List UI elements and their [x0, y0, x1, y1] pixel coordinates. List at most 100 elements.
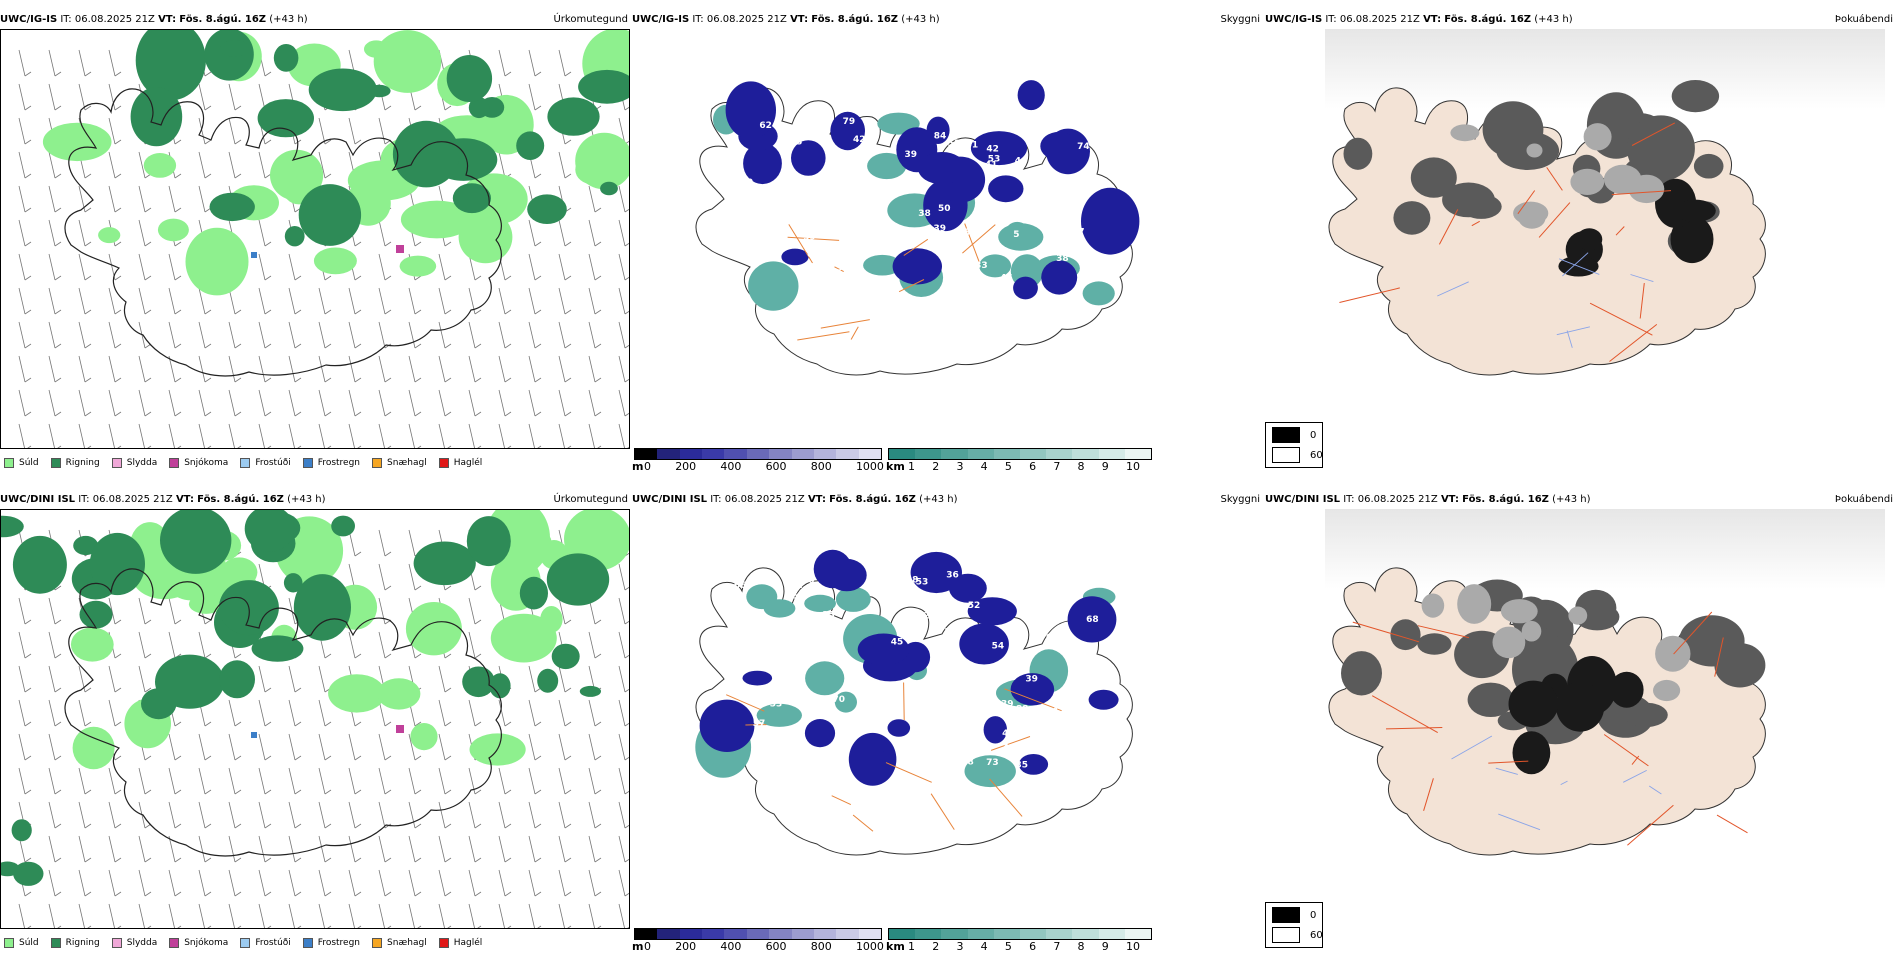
- elevation-color-step: [747, 929, 769, 939]
- fog-index-area: [1417, 633, 1451, 654]
- legend-item: Snjókoma: [169, 938, 228, 948]
- visibility-tick: 2: [932, 460, 939, 473]
- init-time-value: 06.08.2025 21Z: [725, 494, 805, 505]
- road-line: [904, 683, 905, 721]
- cloud-base-area: [743, 671, 773, 686]
- valid-time-value: Fös. 8.ágú. 16Z: [179, 14, 266, 25]
- cloud-base-label: 54: [899, 185, 912, 195]
- legend-item: Frostúði: [240, 458, 290, 468]
- drizzle-area: [71, 627, 114, 661]
- elevation-tick: 200: [675, 940, 696, 953]
- cloud-base-label: 47: [1072, 228, 1085, 238]
- elevation-color-step: [792, 449, 814, 459]
- elevation-color-step: [747, 449, 769, 459]
- cloud-base-area: [1081, 188, 1139, 255]
- legend-swatch: [240, 938, 250, 948]
- cloud-base-label: 36: [946, 571, 959, 581]
- legend-swatch: [439, 938, 449, 948]
- visibility-tick: 9: [1102, 460, 1109, 473]
- panel-header: UWC/DINI ISL IT: 06.08.2025 21Z VT: Fös.…: [1265, 494, 1591, 505]
- elevation-color-step: [635, 929, 657, 939]
- cloud-base-area: [1089, 690, 1119, 710]
- cloud-base-label: 53: [770, 699, 783, 709]
- init-time-label: IT:: [1325, 14, 1336, 25]
- visibility-tick: 4: [981, 940, 988, 953]
- cloud-base-area: [1041, 260, 1077, 294]
- legend-item: Frostregn: [303, 458, 360, 468]
- cloud-base-label: 120: [1075, 643, 1094, 653]
- cloud-base-label: 52: [758, 244, 771, 254]
- fog-index-area: [1694, 154, 1724, 179]
- legend-swatch: [51, 938, 61, 948]
- valid-time-value: Fös. 8.ágú. 16Z: [197, 494, 284, 505]
- cloud-base-label: 40: [753, 255, 766, 265]
- model-name: UWC/DINI ISL: [1265, 494, 1340, 505]
- cloud-base-label: 43: [985, 170, 998, 180]
- cloud-base-label: 45: [969, 677, 982, 687]
- snow-spot: [396, 245, 404, 253]
- variable-name: Úrkomutegund: [553, 494, 628, 505]
- cloud-base-label: 49: [1034, 184, 1047, 194]
- panel-header: UWC/IG-IS IT: 06.08.2025 21Z VT: Fös. 8.…: [1265, 14, 1573, 25]
- visibility-colorbar: [888, 448, 1152, 460]
- lead-time: (+43 h): [1534, 14, 1572, 25]
- valid-time-value: Fös. 8.ágú. 16Z: [1444, 14, 1531, 25]
- valid-time-label: VT:: [176, 494, 194, 505]
- visibility-tick: 7: [1053, 460, 1060, 473]
- visibility-tick: 8: [1078, 940, 1085, 953]
- visibility-tick: 6: [1029, 940, 1036, 953]
- elevation-color-step: [859, 929, 881, 939]
- rain-area: [600, 182, 618, 196]
- elevation-color-step: [792, 929, 814, 939]
- precip-map: [0, 29, 630, 449]
- legend-swatch: [372, 938, 382, 948]
- legend-item: Rigning: [51, 458, 100, 468]
- fog-legend-row: 0: [1272, 907, 1316, 923]
- rain-area: [520, 577, 548, 610]
- legend-swatch: [4, 458, 14, 468]
- rain-area: [462, 667, 495, 698]
- elevation-color-step: [836, 449, 858, 459]
- visibility-panel: UWC/DINI ISL IT: 06.08.2025 21Z VT: Fös.…: [632, 492, 1262, 962]
- visibility-color-step: [915, 449, 941, 459]
- cloud-base-label: 54: [992, 641, 1005, 651]
- rain-area: [220, 40, 250, 57]
- cloud-base-label: 60: [940, 231, 953, 241]
- drizzle-area: [98, 227, 120, 243]
- light-fog-area: [1653, 680, 1680, 701]
- model-name: UWC/DINI ISL: [0, 494, 75, 505]
- valid-time-label: VT:: [158, 14, 176, 25]
- elevation-color-step: [702, 449, 724, 459]
- light-fog-area: [1570, 169, 1604, 195]
- cloud-base-label: 50: [792, 592, 805, 602]
- drizzle-area: [377, 678, 420, 709]
- drizzle-area: [400, 256, 437, 277]
- visibility-color-step: [1099, 929, 1125, 939]
- low-visibility-area: [805, 661, 844, 695]
- legend-swatch: [169, 458, 179, 468]
- rain-area: [516, 131, 544, 160]
- cloud-base-label: 70: [833, 695, 846, 705]
- cloud-base-label: 35: [822, 611, 835, 621]
- fog-legend-swatch: [1272, 927, 1300, 943]
- elevation-color-step: [814, 449, 836, 459]
- legend-label: Frostregn: [318, 938, 360, 948]
- cloud-base-label: 52: [968, 601, 981, 611]
- panel-header: UWC/DINI ISL IT: 06.08.2025 21Z VT: Fös.…: [632, 494, 958, 505]
- legend-swatch: [51, 458, 61, 468]
- precip-type-panel: UWC/IG-IS IT: 06.08.2025 21Z VT: Fös. 8.…: [0, 12, 630, 482]
- light-fog-area: [1450, 124, 1479, 141]
- cloud-base-label: 39: [1025, 674, 1038, 684]
- init-time-value: 06.08.2025 21Z: [75, 14, 155, 25]
- cloud-base-label: 51: [1047, 707, 1060, 717]
- cloud-base-area: [1018, 80, 1045, 110]
- visibility-color-step: [968, 929, 994, 939]
- legend-label: Frostregn: [318, 458, 360, 468]
- legend-label: Snjókoma: [184, 458, 228, 468]
- model-name: UWC/IG-IS: [1265, 14, 1322, 25]
- visibility-tick: 7: [1053, 940, 1060, 953]
